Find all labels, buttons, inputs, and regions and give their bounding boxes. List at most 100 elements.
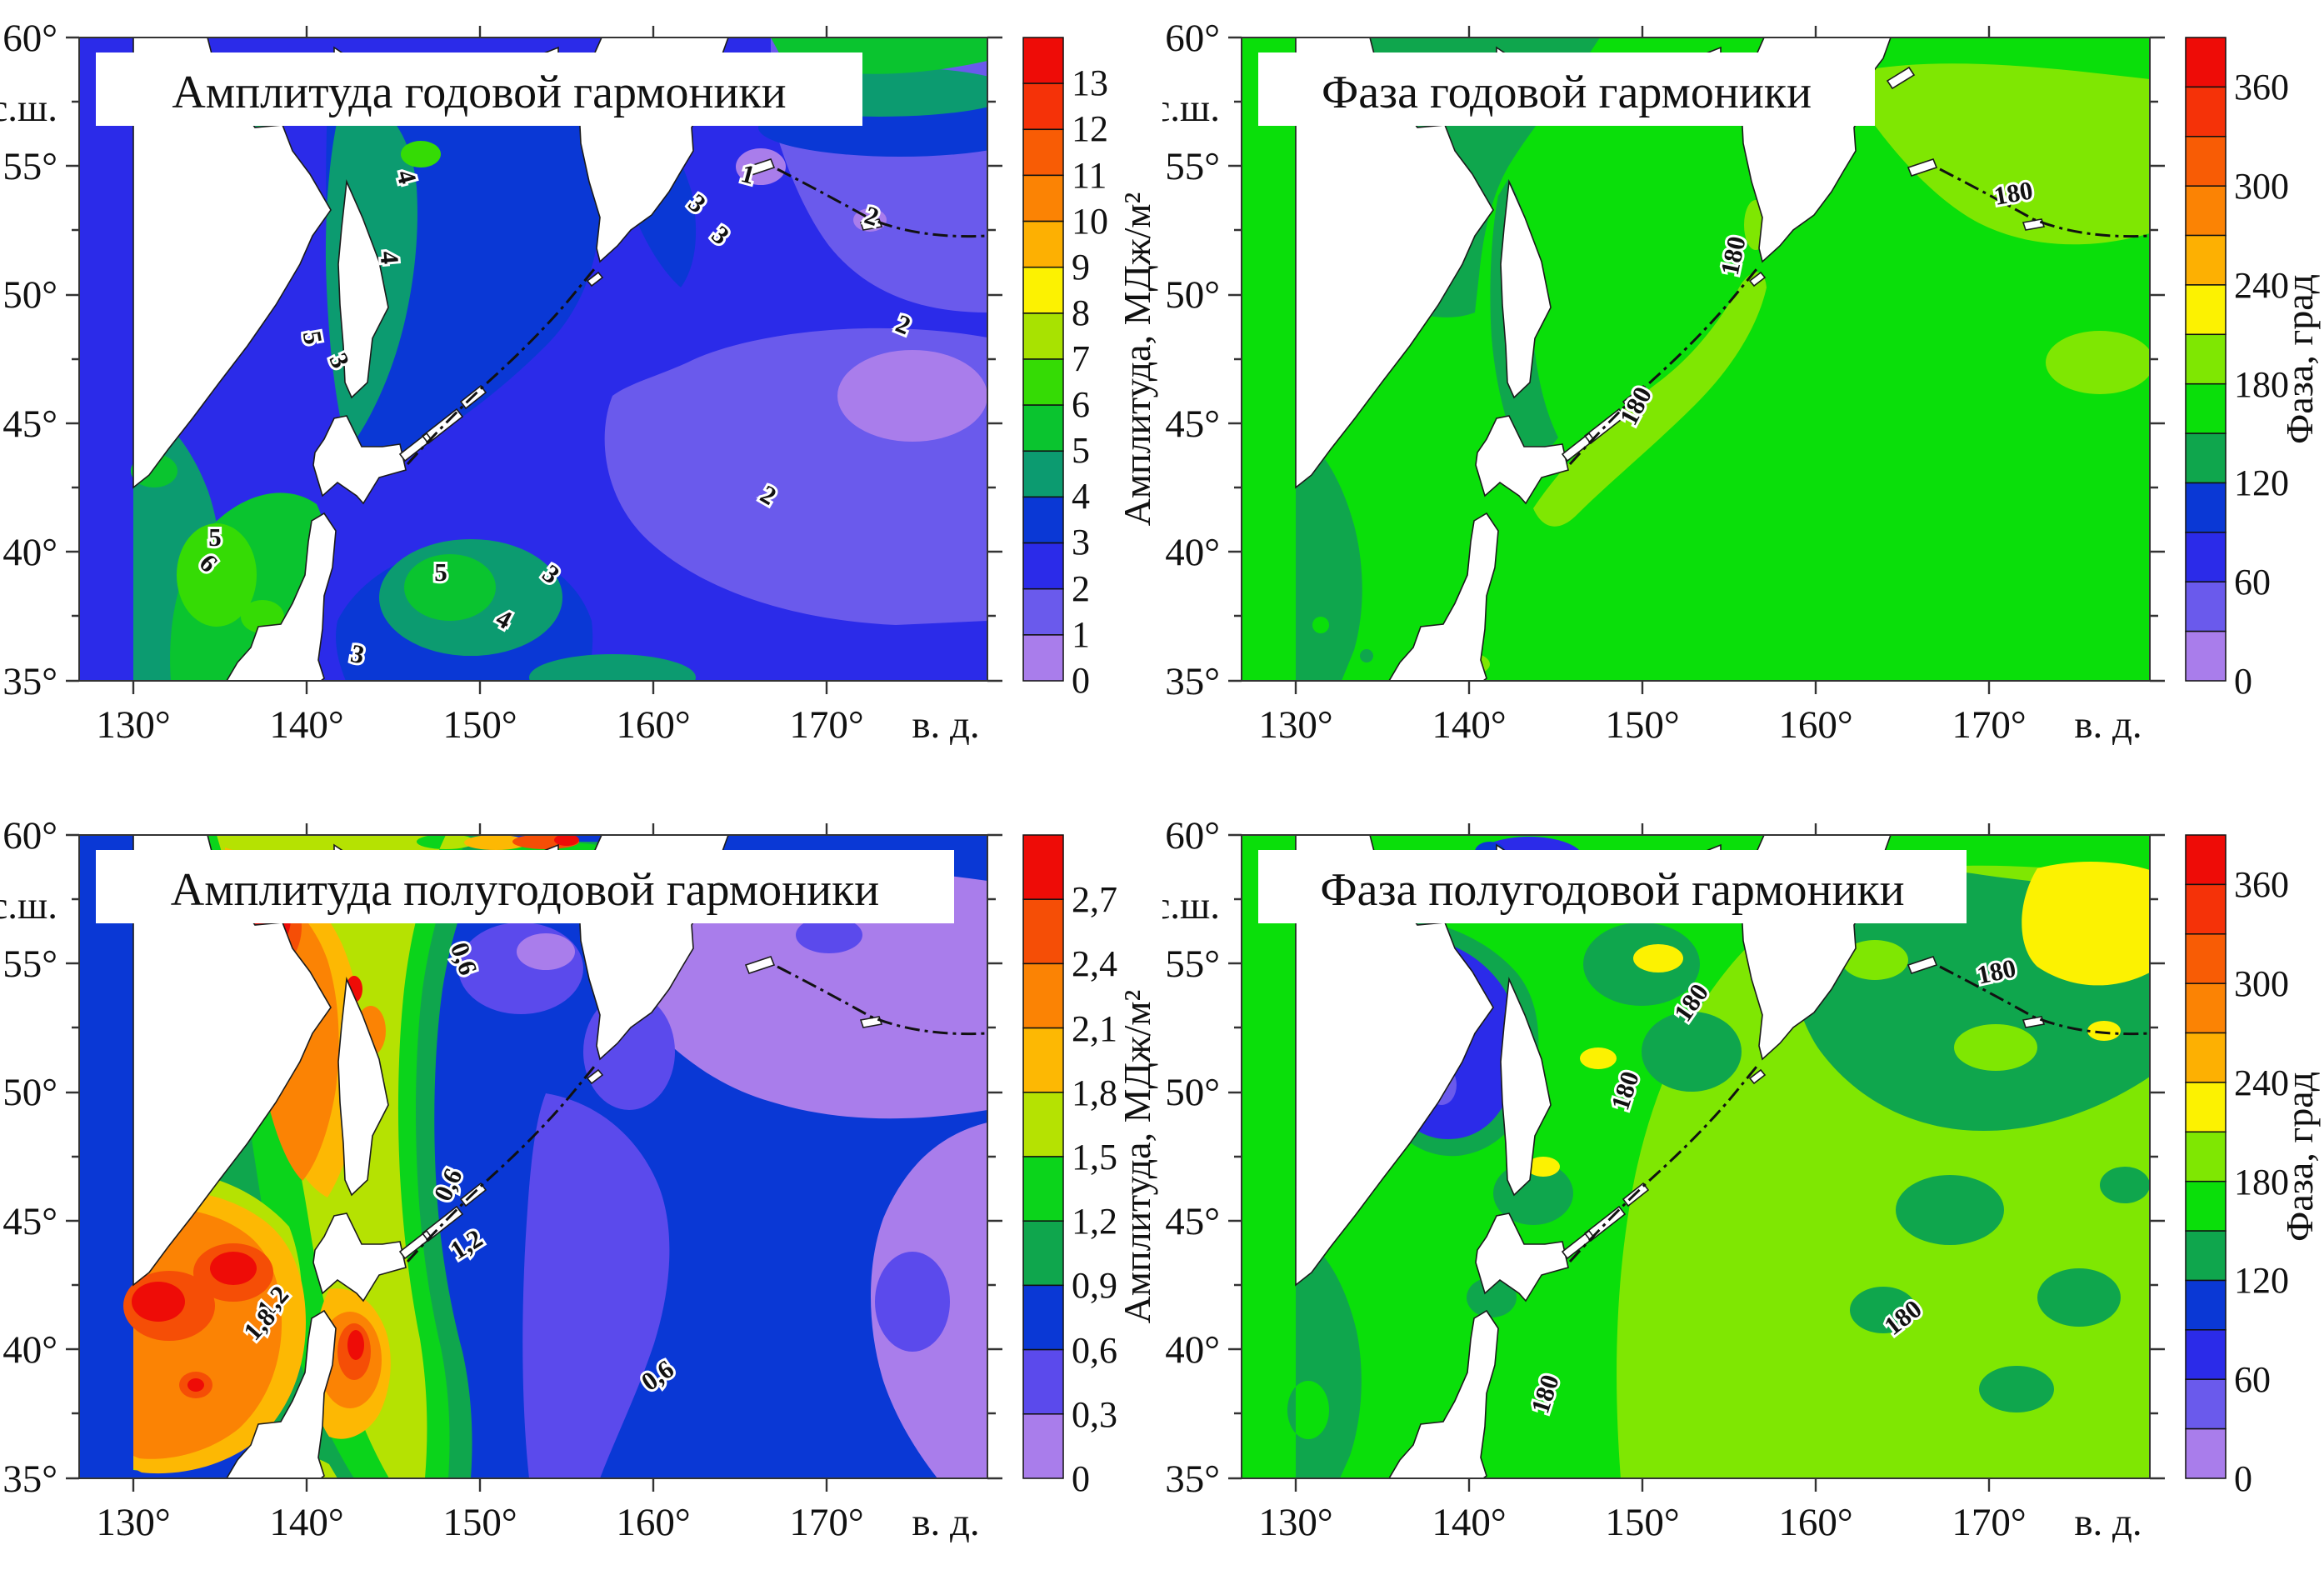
- panel-svg: 180 180 180 180 180 Фаза полугодовой гар…: [1162, 814, 2321, 1544]
- x-tick-label: 130°: [1258, 1501, 1332, 1544]
- x-tick-label: 130°: [96, 1501, 170, 1544]
- title-box: [1258, 850, 1967, 923]
- title-box: [96, 52, 862, 126]
- y-tick-label: 55°: [2, 145, 57, 188]
- colorbar-segment: [1022, 174, 1064, 222]
- plot-border: [1241, 834, 2151, 1479]
- panel-title: Фаза полугодовой гармоники: [1320, 864, 1904, 916]
- colorbar-segment: [2185, 834, 2227, 886]
- colorbar-segment: [1022, 1220, 1064, 1287]
- colorbar-segment: [2185, 382, 2227, 434]
- colorbar-segment: [1022, 1348, 1064, 1415]
- colorbar-segment: [1022, 1027, 1064, 1093]
- colorbar-segment: [1022, 404, 1064, 452]
- colorbar-segment: [1022, 1092, 1064, 1158]
- colorbar-tick-label: 0,6: [1072, 1330, 1117, 1371]
- x-tick-label: 170°: [1952, 1501, 2026, 1544]
- x-tick-label: 130°: [1258, 703, 1332, 747]
- colorbar-tick-label: 0: [1072, 1458, 1090, 1499]
- x-axis-label: в. д.: [912, 1501, 979, 1544]
- colorbar-segment: [2185, 1329, 2227, 1380]
- x-tick-label: 140°: [1432, 1501, 1506, 1544]
- panel-title: Амплитуда полугодовой гармоники: [171, 864, 880, 916]
- colorbar: 2,7 2,4 2,1 1,8 1,5 1,2 0,9 0,6 0,3 0 Ам…: [1022, 834, 1158, 1499]
- colorbar-tick-label: 2,1: [1072, 1008, 1117, 1049]
- colorbar-segment: [2185, 234, 2227, 286]
- panel-phase-semiannual: 180 180 180 180 180 Фаза полугодовой гар…: [1162, 798, 2324, 1595]
- panel-title: Фаза годовой гармоники: [1322, 67, 1812, 118]
- colorbar-tick-label: 12: [1072, 108, 1108, 149]
- colorbar-tick-label: 2,4: [1072, 943, 1117, 984]
- y-tick-label: 45°: [1165, 402, 1220, 446]
- colorbar-tick-label: 3: [1072, 522, 1090, 562]
- colorbar-tick-label: 11: [1072, 155, 1107, 196]
- map-area: [1242, 38, 2150, 681]
- y-tick-label: 40°: [1165, 1328, 1220, 1372]
- colorbar: 360 300 240 180 120 60 0 Фаза, град: [2185, 37, 2321, 702]
- panel-svg: 180 180 180 Фаза годовой гармоники 60° с…: [1162, 17, 2321, 747]
- colorbar-segment: [2185, 883, 2227, 935]
- plot-border: [1241, 37, 2151, 682]
- axis-ticks: [1228, 823, 2165, 1492]
- y-axis-label: с.ш.: [1162, 87, 1220, 130]
- contour-region: [517, 933, 575, 970]
- y-tick-label: 50°: [2, 273, 57, 317]
- x-axis-label: в. д.: [912, 703, 979, 747]
- colorbar-tick-label: 0,3: [1072, 1394, 1117, 1435]
- colorbar-segment: [2185, 1032, 2227, 1083]
- colorbar-tick-label: 300: [2234, 963, 2289, 1004]
- colorbar-axis-label: Фаза, град: [2278, 274, 2321, 444]
- map-area: [79, 835, 987, 1478]
- panel-title: Амплитуда годовой гармоники: [172, 67, 786, 118]
- colorbar-tick-label: 5: [1072, 430, 1090, 471]
- x-tick-label: 150°: [1605, 1501, 1679, 1544]
- colorbar-tick-label: 1,8: [1072, 1072, 1117, 1113]
- map-area: [79, 38, 987, 681]
- plot-border: [78, 37, 988, 682]
- colorbar-tick-label: 2,7: [1072, 879, 1117, 920]
- colorbar-segment: [1022, 1156, 1064, 1222]
- y-axis-label: с.ш.: [0, 87, 57, 130]
- colorbar-tick-label: 1,2: [1072, 1201, 1117, 1242]
- colorbar-tick-label: 0: [1072, 660, 1090, 701]
- colorbar-segment: [1022, 37, 1064, 84]
- colorbar-segment: [1022, 128, 1064, 177]
- colorbar-segment: [2185, 1279, 2227, 1331]
- y-tick-label: 55°: [1165, 942, 1220, 986]
- colorbar-segment: [2185, 185, 2227, 237]
- colorbar-tick-label: 240: [2234, 265, 2289, 306]
- colorbar-segment: [1022, 496, 1064, 544]
- colorbar-tick-label: 9: [1072, 247, 1090, 288]
- colorbar-segment: [2185, 581, 2227, 632]
- colorbar-tick-label: 60: [2234, 562, 2271, 602]
- y-tick-label: 45°: [2, 1200, 57, 1243]
- panel-amplitude-semiannual: 0,6 0,6 0,6 1,2 1,8 1,2 Амплитуда полуго…: [0, 798, 1162, 1595]
- x-tick-label: 160°: [616, 703, 690, 747]
- colorbar-tick-label: 120: [2234, 1260, 2289, 1301]
- x-tick-label: 140°: [1432, 703, 1506, 747]
- colorbar: 13 12 11 10 9 8 7 6 5 4 3 2 1 0 Амплитуд…: [1022, 37, 1158, 701]
- colorbar-tick-label: 4: [1072, 476, 1090, 517]
- colorbar-segment: [1022, 962, 1064, 1029]
- map-area: [1242, 835, 2150, 1478]
- colorbar-segment: [2185, 37, 2227, 88]
- colorbar-tick-label: 10: [1072, 201, 1108, 242]
- colorbar-segment: [2185, 284, 2227, 336]
- x-tick-label: 150°: [1605, 703, 1679, 747]
- x-tick-label: 160°: [1778, 703, 1852, 747]
- colorbar-axis-label: Амплитуда, МДж/м²: [1116, 990, 1158, 1324]
- colorbar-tick-label: 360: [2234, 67, 2289, 108]
- contour-label: 5: [208, 522, 222, 552]
- colorbar-segment: [1022, 898, 1064, 965]
- y-tick-label: 55°: [1165, 145, 1220, 188]
- colorbar-segment: [2185, 333, 2227, 385]
- colorbar-segment: [1022, 312, 1064, 360]
- colorbar-tick-label: 1: [1072, 614, 1090, 655]
- colorbar-segment: [1022, 542, 1064, 590]
- colorbar-segment: [2185, 1131, 2227, 1182]
- y-tick-label: 40°: [1165, 531, 1220, 574]
- colorbar-tick-label: 0,9: [1072, 1265, 1117, 1306]
- panel-amplitude-annual: 4 4 3 5 3 3 1 2 2 2 3 5 4 5 6 3 Амплитуд…: [0, 0, 1162, 798]
- colorbar-segment: [2185, 482, 2227, 533]
- colorbar-segment: [2185, 1378, 2227, 1430]
